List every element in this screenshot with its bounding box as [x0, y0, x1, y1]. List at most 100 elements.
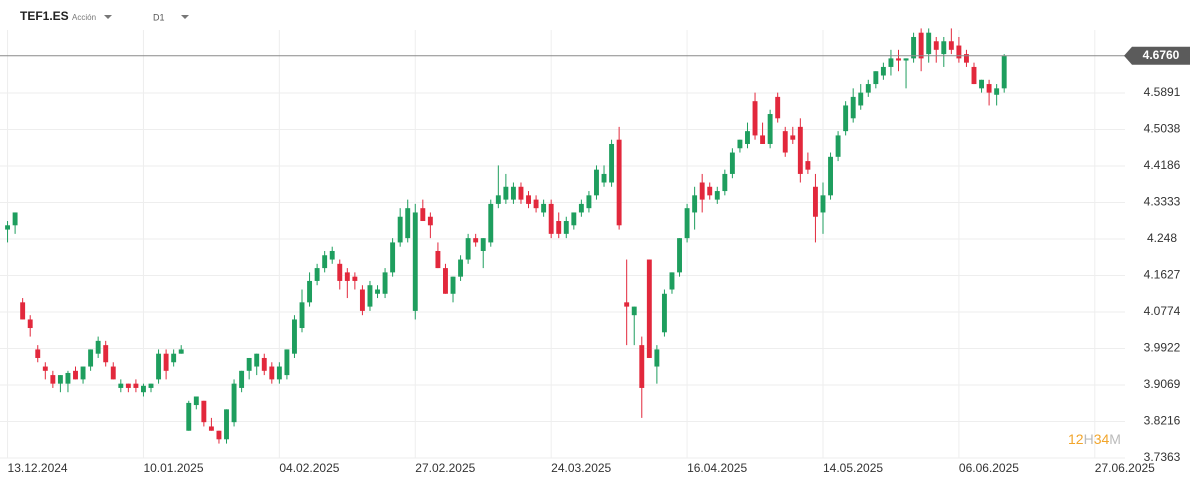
candle-body: [148, 383, 154, 388]
y-tick-label: 4.3333: [1144, 195, 1181, 209]
dropdown-caret[interactable]: [104, 15, 112, 19]
last-price-label: 4.6760: [1143, 48, 1180, 62]
candle-body: [307, 280, 313, 303]
y-tick-label: 3.7363: [1144, 450, 1181, 464]
candle-body: [261, 357, 267, 371]
candle-body: [208, 426, 214, 431]
candle-body: [57, 375, 63, 384]
candle-body: [918, 32, 924, 59]
candle-body: [737, 139, 743, 149]
x-tick-label: 24.03.2025: [551, 461, 611, 475]
candle-body: [390, 242, 396, 273]
candle-body: [405, 208, 411, 239]
candle-body: [745, 131, 750, 144]
candle-body: [50, 375, 56, 384]
candle-body: [775, 96, 781, 119]
candle-body: [110, 366, 116, 380]
candle-body: [880, 66, 886, 76]
candle-body: [337, 263, 343, 281]
candle-body: [1001, 55, 1007, 89]
candle-body: [284, 349, 290, 376]
candle-body: [805, 161, 811, 170]
candle-body: [782, 131, 788, 153]
candle-body: [571, 212, 577, 226]
candle-body: [73, 370, 78, 380]
candle-body: [269, 366, 275, 380]
candle-body: [684, 208, 690, 239]
candle-body: [443, 268, 448, 294]
candle-body: [12, 212, 18, 226]
candle-body: [510, 186, 516, 200]
candle-body: [314, 268, 320, 281]
candle-body: [118, 383, 124, 388]
candle-body: [722, 173, 728, 192]
candle-body: [548, 203, 554, 234]
candle-body: [163, 353, 169, 371]
candle-body: [986, 84, 992, 93]
candle-body: [254, 353, 260, 367]
x-tick-label: 04.02.2025: [279, 461, 339, 475]
candle-body: [578, 203, 584, 213]
candle-body: [933, 41, 939, 50]
y-tick-label: 3.8216: [1144, 414, 1181, 428]
candle-body: [171, 353, 177, 363]
x-tick-label: 27.06.2025: [1095, 461, 1155, 475]
candle-body: [480, 238, 486, 251]
candle-body: [677, 238, 682, 273]
candle-body: [533, 199, 539, 209]
candle-body: [231, 383, 237, 423]
candle-body: [963, 54, 969, 63]
candle-body: [601, 173, 607, 183]
x-tick-label: 27.02.2025: [415, 461, 475, 475]
candle-body: [971, 66, 977, 85]
candle-body: [661, 293, 667, 333]
candle-body: [790, 135, 796, 140]
candle-body: [186, 402, 192, 431]
timeframe[interactable]: D1: [153, 12, 165, 22]
candle-body: [828, 156, 833, 196]
candle-body: [541, 203, 547, 213]
candle-body: [631, 306, 637, 316]
candle-body: [956, 45, 962, 59]
candle-body: [420, 208, 426, 222]
countdown-minutes-unit: M: [1109, 431, 1121, 447]
candle-body: [95, 340, 101, 354]
candle-body: [865, 84, 871, 93]
candle-body: [654, 349, 660, 367]
candle-body: [624, 302, 630, 307]
last-price-box: [1124, 46, 1190, 65]
candle-body: [103, 345, 109, 363]
candle-body: [239, 370, 245, 388]
candle-body: [375, 289, 380, 294]
candle-body: [201, 400, 207, 423]
candle-body: [556, 221, 562, 234]
candle-body: [216, 430, 222, 440]
candle-body: [35, 349, 41, 358]
candle-body: [594, 169, 599, 196]
candle-body: [699, 182, 705, 200]
candle-body: [729, 152, 735, 174]
dropdown-caret[interactable]: [181, 15, 189, 19]
countdown-hours: 12: [1068, 431, 1084, 447]
y-tick-label: 4.0774: [1144, 304, 1181, 318]
x-tick-label: 10.01.2025: [143, 461, 203, 475]
y-tick-label: 4.5891: [1144, 85, 1181, 99]
candle-body: [193, 396, 199, 406]
candle-body: [125, 383, 131, 388]
symbol[interactable]: TEF1.ES: [20, 9, 69, 23]
candle-body: [820, 195, 826, 213]
candle-body: [292, 319, 297, 354]
candle-body: [450, 276, 456, 294]
candle-body: [646, 259, 652, 358]
candle-body: [42, 366, 48, 371]
candle-body: [20, 302, 26, 320]
countdown-hours-unit: H: [1084, 431, 1094, 447]
candle-body: [896, 58, 901, 61]
candle-body: [843, 105, 849, 132]
candle-body: [276, 366, 282, 380]
candle-body: [941, 41, 947, 55]
candle-body: [858, 92, 864, 106]
candle-body: [797, 126, 803, 174]
candle-body: [5, 225, 11, 230]
